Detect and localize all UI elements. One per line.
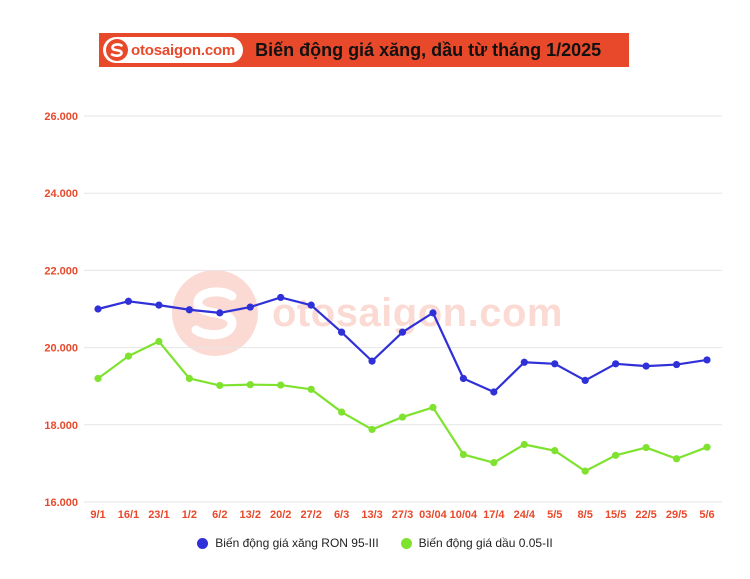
data-point[interactable]	[307, 301, 315, 309]
gridlines	[84, 115, 722, 503]
x-tick-label: 27/3	[392, 509, 413, 521]
x-tick-label: 15/5	[605, 509, 626, 521]
x-tick-label: 1/2	[182, 509, 197, 521]
data-point[interactable]	[642, 362, 650, 370]
data-point[interactable]	[185, 306, 193, 314]
data-point[interactable]	[429, 403, 437, 412]
data-point[interactable]	[124, 352, 133, 360]
x-tick-label: 03/04	[419, 509, 447, 521]
data-point[interactable]	[216, 309, 224, 317]
data-point[interactable]	[612, 451, 620, 459]
brand-name: otosaigon.com	[131, 41, 236, 59]
x-tick-label: 5/6	[699, 509, 714, 521]
series-1	[94, 293, 711, 396]
data-point[interactable]	[398, 328, 407, 336]
data-point[interactable]	[185, 374, 193, 383]
x-tick-label: 8/5	[578, 509, 593, 521]
x-tick-label: 9/1	[90, 509, 105, 521]
x-tick-label: 27/2	[300, 509, 321, 521]
x-tick-label: 22/5	[635, 509, 656, 521]
data-point[interactable]	[703, 443, 711, 451]
data-point[interactable]	[277, 293, 285, 302]
legend-label-diesel: Biến động giá dầu 0.05-II	[418, 536, 553, 550]
data-point[interactable]	[672, 455, 681, 463]
data-point[interactable]	[398, 413, 407, 421]
x-tick-label: 6/3	[334, 509, 349, 521]
data-point[interactable]	[520, 358, 528, 366]
watermark: otosaigon.com	[170, 268, 610, 358]
data-point[interactable]	[246, 303, 254, 311]
series-2	[94, 337, 711, 475]
data-point[interactable]	[368, 425, 376, 434]
data-point[interactable]	[581, 376, 589, 385]
legend-item-diesel[interactable]: Biến động giá dầu 0.05-II	[400, 536, 553, 550]
data-point[interactable]	[551, 447, 559, 455]
brand-logo-icon	[106, 39, 128, 61]
y-tick-label: 20.000	[44, 343, 78, 355]
title-banner: otosaigon.com Biến động giá xăng, dầu từ…	[99, 33, 629, 67]
series-layer	[94, 293, 711, 475]
data-point[interactable]	[155, 301, 163, 309]
legend-label-ron95: Biến động giá xăng RON 95-III	[215, 536, 379, 550]
data-point[interactable]	[672, 360, 681, 369]
legend-marker-diesel	[400, 537, 412, 549]
data-point[interactable]	[429, 309, 437, 317]
y-tick-label: 24.000	[44, 188, 78, 200]
data-point[interactable]	[459, 374, 467, 383]
data-point[interactable]	[155, 337, 163, 346]
y-tick-label: 26.000	[44, 111, 78, 123]
data-point[interactable]	[246, 381, 254, 389]
data-point[interactable]	[520, 440, 528, 449]
y-tick-label: 16.000	[44, 497, 78, 509]
data-point[interactable]	[612, 360, 620, 368]
chart-title: Biến động giá xăng, dầu từ tháng 1/2025	[255, 39, 602, 60]
x-axis-ticks: 9/1 16/1 23/1 1/2 6/2 13/2 20/2 27/2 6/3 13/3 27/3…	[90, 509, 714, 521]
data-point[interactable]	[124, 297, 133, 305]
x-tick-label: 13/2	[240, 509, 261, 521]
x-tick-label: 23/1	[148, 509, 169, 521]
legend: Biến động giá xăng RON 95-III Biến động …	[0, 536, 750, 550]
data-point[interactable]	[703, 356, 711, 364]
data-point[interactable]	[94, 374, 102, 383]
legend-item-ron95[interactable]: Biến động giá xăng RON 95-III	[197, 536, 379, 550]
data-point[interactable]	[551, 360, 559, 368]
legend-marker-ron95	[197, 537, 209, 549]
x-tick-label: 13/3	[361, 509, 382, 521]
data-point[interactable]	[459, 450, 467, 459]
data-point[interactable]	[277, 381, 285, 389]
data-point[interactable]	[368, 357, 376, 365]
data-point[interactable]	[94, 305, 102, 313]
y-tick-label: 22.000	[44, 265, 78, 277]
y-tick-label: 18.000	[44, 420, 78, 432]
data-point[interactable]	[490, 459, 498, 467]
data-point[interactable]	[338, 408, 346, 416]
x-tick-label: 20/2	[270, 509, 291, 521]
x-tick-label: 29/5	[666, 509, 687, 521]
data-point[interactable]	[581, 467, 589, 475]
y-axis-ticks: 16.000 18.000 20.000 22.000 24.000 26.000	[44, 111, 78, 509]
data-point[interactable]	[307, 385, 315, 393]
x-tick-label: 16/1	[118, 509, 139, 521]
line-chart: 16.000 18.000 20.000 22.000 24.000 26.000 9/1…	[44, 111, 722, 521]
data-point[interactable]	[338, 328, 346, 336]
x-tick-label: 24/4	[514, 509, 536, 521]
data-point[interactable]	[216, 381, 224, 390]
x-tick-label: 6/2	[212, 509, 227, 521]
x-tick-label: 5/5	[547, 509, 562, 521]
x-tick-label: 17/4	[483, 509, 505, 521]
data-point[interactable]	[490, 388, 498, 396]
brand-logo: otosaigon.com	[103, 37, 244, 63]
data-point[interactable]	[642, 443, 650, 452]
x-tick-label: 10/04	[450, 509, 478, 521]
